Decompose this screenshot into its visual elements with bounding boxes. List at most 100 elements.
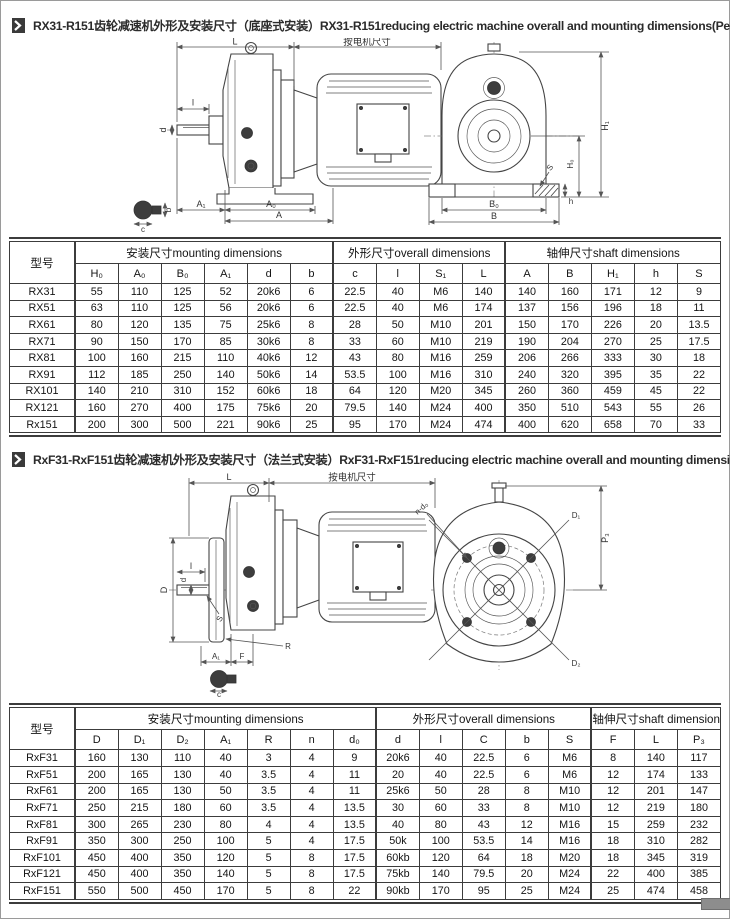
dimension-cell: 12 xyxy=(590,799,635,817)
dimension-cell: 12 xyxy=(504,815,549,834)
dimension-cell: 60kb xyxy=(375,848,420,867)
dimension-cell: 160 xyxy=(547,283,592,301)
dimension-cell: 240 xyxy=(504,365,549,384)
dimension-cell: 80 xyxy=(203,815,248,834)
dimension-cell: 64 xyxy=(332,382,377,401)
dim-label-d: d xyxy=(158,127,168,132)
column-header: n xyxy=(289,729,334,751)
dimension-cell: 25k6 xyxy=(375,782,420,801)
dimension-cell: 4 xyxy=(289,782,334,801)
dimension-cell: 474 xyxy=(461,415,506,434)
dimension-cell: M24 xyxy=(547,882,592,900)
dimension-cell: 140 xyxy=(203,865,248,884)
dimension-cell: 100 xyxy=(73,349,119,367)
column-header: h xyxy=(633,263,678,284)
dimension-cell: 133 xyxy=(676,765,722,784)
dimension-cell: 6 xyxy=(504,749,549,767)
dimension-cell: M10 xyxy=(547,782,592,801)
dimension-cell: 90k6 xyxy=(246,415,291,434)
dimension-cell: 400 xyxy=(117,848,162,867)
dimension-cell: 25k6 xyxy=(246,316,291,334)
column-header: D₂ xyxy=(160,729,205,751)
column-header: d₀ xyxy=(332,729,377,751)
dimension-cell: 171 xyxy=(590,283,635,301)
dimension-cell: 95 xyxy=(332,415,377,434)
dimension-cell: 20 xyxy=(289,399,334,417)
dimension-cell: 140 xyxy=(633,749,678,767)
dimension-cell: 90kb xyxy=(375,882,420,900)
dimension-cell: 79.5 xyxy=(332,399,377,417)
dimension-cell: 17.5 xyxy=(332,832,377,850)
dimension-cell: 33 xyxy=(332,332,377,351)
table-row: RxF81 300 265 230 80 4 4 13.5 40 80 43 12 M16 15 259 23… xyxy=(8,815,722,834)
model-cell: RX91 xyxy=(8,365,76,384)
dim-label-b: b xyxy=(164,207,173,212)
dimension-cell: 140 xyxy=(504,283,549,301)
dimension-cell: 13.5 xyxy=(332,799,377,817)
column-header: S xyxy=(676,263,722,284)
dimension-cell: 3.5 xyxy=(246,765,291,784)
dimension-cell: 117 xyxy=(676,749,722,767)
dimension-cell: 165 xyxy=(117,765,162,784)
dimension-cell: 174 xyxy=(633,765,678,784)
dimension-cell: 400 xyxy=(633,865,678,884)
dimension-cell: 180 xyxy=(160,799,205,817)
dimension-cell: 22 xyxy=(332,882,377,900)
dimension-cell: 137 xyxy=(504,299,549,318)
dimension-cell: 345 xyxy=(633,848,678,867)
dimension-cell: 350 xyxy=(73,832,119,850)
group-header: 轴伸尺寸shaft dimensions xyxy=(504,241,722,264)
dimension-cell: 170 xyxy=(203,882,248,900)
group-header: 安装尺寸mounting dimensions xyxy=(73,707,377,731)
table-row: RX121 160 270 400 175 75k6 20 79.5 140 M24 400 350 5… xyxy=(8,399,722,417)
dimension-cell: M24 xyxy=(547,865,592,884)
dim-label-D1: D₁ xyxy=(572,511,581,520)
dimension-cell: 8 xyxy=(289,848,334,867)
dimension-cell: 14 xyxy=(504,832,549,850)
dimension-cell: 200 xyxy=(73,765,119,784)
dimension-cell: 259 xyxy=(461,349,506,367)
dimension-cell: 18 xyxy=(590,832,635,850)
dimension-cell: 60 xyxy=(418,799,463,817)
dimension-cell: 25 xyxy=(289,415,334,434)
dimension-cell: 5 xyxy=(246,865,291,884)
dimension-cell: 150 xyxy=(117,332,162,351)
column-header: b xyxy=(289,263,334,284)
dimension-cell: 135 xyxy=(160,316,205,334)
model-cell: RX81 xyxy=(8,349,76,367)
dimension-cell: 350 xyxy=(504,399,549,417)
dimension-cell: 458 xyxy=(676,882,722,900)
dimension-cell: M16 xyxy=(418,349,463,367)
dimension-cell: 26 xyxy=(676,399,722,417)
dimension-cell: 310 xyxy=(160,382,205,401)
dimension-cell: 230 xyxy=(160,815,205,834)
dimension-cell: 28 xyxy=(461,782,506,801)
dimension-cell: 50 xyxy=(203,782,248,801)
dimension-cell: 40 xyxy=(203,749,248,767)
dimension-cell: 270 xyxy=(590,332,635,351)
column-header: C xyxy=(461,729,506,751)
column-header: H₁ xyxy=(590,263,635,284)
dimension-cell: M6 xyxy=(418,299,463,318)
model-cell: RxF51 xyxy=(8,765,76,784)
dimension-cell: 300 xyxy=(117,832,162,850)
column-header: S₁ xyxy=(418,263,463,284)
dimension-cell: 11 xyxy=(332,765,377,784)
dimension-cell: 20k6 xyxy=(375,749,420,767)
dimension-cell: 30 xyxy=(633,349,678,367)
table-row: RxF91 350 300 250 100 5 4 17.5 50k 100 53.5 14 M16 18… xyxy=(8,832,722,850)
subheader-row: H₀ A₀ B₀ A₁ d b c l S₁ L A B H₁ h S xyxy=(10,263,722,284)
dimension-cell: M24 xyxy=(418,415,463,434)
dimension-cell: 658 xyxy=(590,415,635,434)
dimension-cell: 385 xyxy=(676,865,722,884)
model-cell: RX31 xyxy=(8,283,76,301)
dimension-cell: 150 xyxy=(504,316,549,334)
group-header: 外形尺寸overall dimensions xyxy=(375,707,592,731)
dimension-cell: 221 xyxy=(203,415,248,434)
dimension-cell: M6 xyxy=(547,749,592,767)
dimension-cell: 170 xyxy=(160,332,205,351)
section-title-flange: RxF31-RxF151齿轮减速机外形及安装尺寸（法兰式安装）RxF31-RxF… xyxy=(11,450,730,468)
dimension-cell: 12 xyxy=(633,283,678,301)
dimension-cell: 265 xyxy=(117,815,162,834)
